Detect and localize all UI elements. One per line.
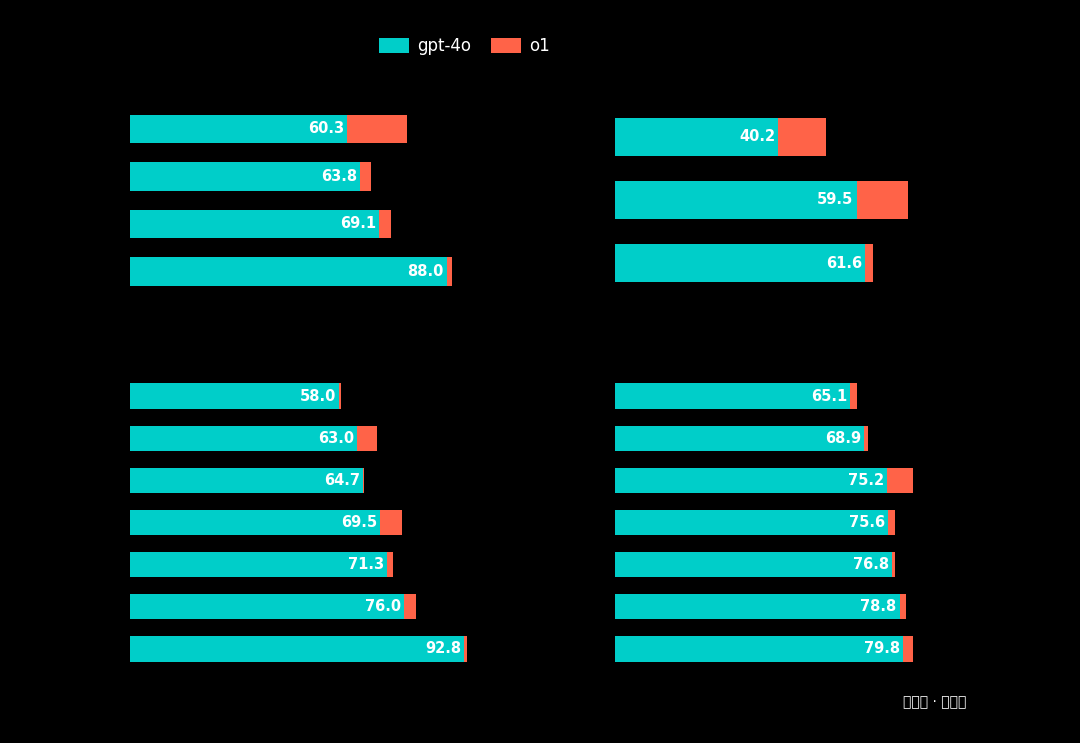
Text: 40.2: 40.2: [739, 129, 775, 144]
Text: 79.8: 79.8: [864, 641, 901, 656]
Text: 71.3: 71.3: [348, 557, 383, 572]
Bar: [615, 510, 895, 535]
Bar: [130, 114, 407, 143]
Text: 76.0: 76.0: [365, 600, 401, 614]
Bar: [130, 510, 402, 535]
Bar: [130, 636, 464, 661]
Bar: [130, 636, 467, 661]
Text: 60.3: 60.3: [308, 121, 345, 136]
Legend: gpt-4o, o1: gpt-4o, o1: [372, 30, 557, 62]
Bar: [615, 426, 867, 451]
Text: 92.8: 92.8: [426, 641, 461, 656]
Bar: [615, 594, 906, 620]
Text: 69.1: 69.1: [340, 216, 376, 231]
Text: 58.0: 58.0: [299, 389, 336, 403]
Bar: [615, 117, 826, 156]
Text: 59.5: 59.5: [818, 192, 853, 207]
Bar: [130, 426, 356, 451]
Text: 75.2: 75.2: [848, 473, 883, 488]
Bar: [615, 636, 903, 661]
Bar: [615, 244, 873, 282]
Text: 78.8: 78.8: [861, 600, 896, 614]
Bar: [615, 383, 856, 409]
Bar: [130, 552, 387, 577]
Bar: [130, 257, 447, 285]
Text: 61.6: 61.6: [826, 256, 862, 271]
Text: 公众号 · 架构师: 公众号 · 架构师: [903, 695, 967, 710]
Text: 76.8: 76.8: [853, 557, 890, 572]
Bar: [615, 383, 850, 409]
Bar: [130, 594, 404, 620]
Text: 88.0: 88.0: [407, 264, 444, 279]
Bar: [130, 210, 379, 238]
Bar: [615, 426, 864, 451]
Bar: [615, 117, 779, 156]
Text: 65.1: 65.1: [811, 389, 847, 403]
Bar: [615, 552, 892, 577]
Bar: [615, 181, 856, 219]
Bar: [615, 510, 888, 535]
Bar: [130, 210, 391, 238]
Bar: [130, 426, 377, 451]
Text: 63.8: 63.8: [321, 169, 356, 184]
Bar: [130, 162, 372, 190]
Bar: [615, 552, 895, 577]
Bar: [130, 162, 360, 190]
Bar: [130, 257, 453, 285]
Bar: [130, 383, 339, 409]
Bar: [130, 510, 380, 535]
Text: 68.9: 68.9: [825, 431, 861, 446]
Bar: [130, 594, 416, 620]
Text: 75.6: 75.6: [849, 515, 886, 530]
Bar: [130, 467, 364, 493]
Bar: [615, 594, 900, 620]
Bar: [130, 383, 340, 409]
Bar: [130, 552, 393, 577]
Bar: [615, 244, 865, 282]
Bar: [615, 181, 907, 219]
Bar: [130, 467, 363, 493]
Bar: [130, 114, 347, 143]
Text: 63.0: 63.0: [318, 431, 354, 446]
Text: 69.5: 69.5: [341, 515, 377, 530]
Bar: [615, 636, 913, 661]
Text: 64.7: 64.7: [324, 473, 360, 488]
Bar: [615, 467, 887, 493]
Bar: [615, 467, 913, 493]
